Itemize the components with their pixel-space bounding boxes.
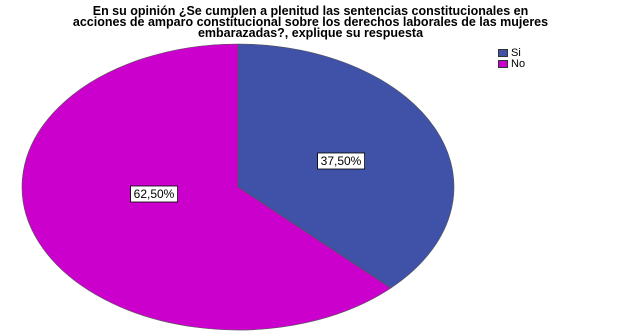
data-label-text: 37,50% <box>321 154 362 168</box>
chart-legend: Si No <box>498 46 526 70</box>
data-label-text: 62,50% <box>134 187 175 201</box>
chart-title-line: acciones de amparo constitucional sobre … <box>72 15 549 29</box>
data-label-box <box>130 185 179 203</box>
legend-label-no: No <box>511 57 526 70</box>
data-label-no: 62,50% <box>130 185 179 203</box>
legend-swatch-no <box>498 59 508 68</box>
pie-slice-no <box>21 43 392 331</box>
legend-swatch-si <box>498 48 508 57</box>
chart-title: En su opinión ¿Se cumplen a plenitud las… <box>0 4 621 40</box>
legend-item-si: Si <box>498 46 525 59</box>
data-label-si: 37,50% <box>317 152 366 170</box>
legend-label-si: Si <box>511 46 521 59</box>
chart-title-line: embarazadas?, explique su respuesta <box>197 26 424 40</box>
data-label-box <box>317 152 366 170</box>
chart-title-line: En su opinión ¿Se cumplen a plenitud las… <box>92 4 529 18</box>
legend-item-no: No <box>498 57 526 70</box>
